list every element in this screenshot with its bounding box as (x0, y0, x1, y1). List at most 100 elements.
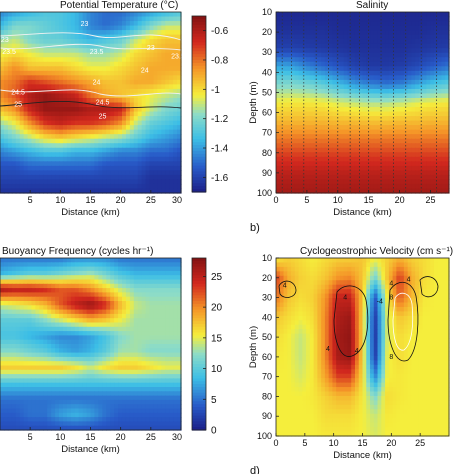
heatmap-cell (317, 116, 322, 122)
heatmap-cell (358, 34, 364, 40)
heatmap-cell (415, 43, 420, 49)
heatmap-cell (392, 70, 397, 76)
heatmap-cell (118, 61, 123, 67)
heatmap-cell (287, 147, 292, 153)
heatmap-cell (317, 165, 322, 171)
heatmap-cell (59, 93, 64, 99)
heatmap-cell (145, 318, 151, 324)
heatmap-cell (351, 188, 356, 194)
heatmap-cell (145, 161, 151, 167)
heatmap-cell (94, 188, 99, 194)
heatmap-cell (313, 129, 318, 135)
heatmap-cell (351, 75, 356, 81)
heatmap-cell (102, 318, 107, 324)
heatmap-cell (98, 88, 103, 95)
heatmap-cell (31, 70, 37, 76)
heatmap-cell (157, 102, 162, 108)
heatmap-cell (106, 93, 111, 99)
heatmap-cell (55, 266, 60, 272)
heatmap-cell (51, 152, 56, 158)
heatmap-cell (141, 326, 147, 332)
heatmap-cell (141, 270, 147, 276)
heatmap-cell (27, 348, 33, 354)
heatmap-cell (15, 107, 21, 113)
heatmap-cell (418, 183, 424, 190)
heatmap-cell (373, 125, 379, 131)
heatmap-cell (441, 188, 446, 194)
heatmap-cell (157, 52, 162, 58)
heatmap-cell (328, 183, 334, 190)
heatmap-cell (347, 57, 352, 63)
heatmap-cell (121, 361, 127, 367)
heatmap-cell (343, 102, 349, 108)
heatmap-cell (15, 152, 21, 158)
heatmap-cell (43, 25, 48, 31)
heatmap-cell (125, 16, 131, 22)
heatmap-cell (106, 138, 111, 144)
heatmap-cell (15, 48, 21, 54)
heatmap-cell (411, 152, 416, 158)
heatmap-cell (149, 305, 155, 311)
heatmap-cell (78, 313, 84, 319)
heatmap-cell (445, 97, 450, 104)
heatmap-cell (358, 25, 364, 31)
heatmap-cell (317, 79, 322, 86)
heatmap-cell (39, 70, 44, 76)
heatmap-cell (328, 120, 334, 126)
heatmap-cell (106, 165, 111, 171)
heatmap-cell (173, 34, 178, 40)
heatmap-cell (347, 97, 352, 104)
heatmap-cell (343, 88, 349, 95)
heatmap-cell (27, 262, 33, 268)
heatmap-cell (66, 79, 72, 86)
heatmap-cell (141, 43, 147, 49)
heatmap-cell (373, 111, 379, 117)
heatmap-cell (313, 152, 318, 158)
heatmap-cell (15, 57, 21, 63)
heatmap-cell (82, 296, 88, 302)
heatmap-cell (47, 147, 52, 153)
heatmap-cell (347, 129, 352, 135)
heatmap-cell (294, 129, 300, 135)
heatmap-cell (321, 34, 326, 40)
heatmap-cell (39, 161, 44, 167)
heatmap-cell (47, 125, 52, 131)
heatmap-cell (3, 52, 9, 58)
heatmap-cell (294, 43, 300, 49)
heatmap-cell (86, 266, 92, 272)
heatmap-cell (59, 322, 64, 328)
heatmap-cell (279, 107, 285, 113)
heatmap-cell (11, 258, 17, 263)
heatmap-cell (149, 361, 155, 367)
heatmap-cell (90, 348, 96, 354)
heatmap-cell (317, 70, 322, 76)
heatmap-cell (354, 97, 360, 104)
heatmap-cell (291, 165, 296, 171)
heatmap-cell (362, 30, 367, 36)
heatmap-cell (110, 352, 115, 358)
heatmap-cell (298, 79, 303, 86)
heatmap-cell (388, 61, 394, 67)
heatmap-cell (74, 12, 80, 18)
heatmap-cell (317, 57, 322, 63)
heatmap-cell (125, 322, 131, 328)
heatmap-cell (23, 309, 29, 315)
heatmap-cell (78, 48, 84, 54)
heatmap-cell (343, 61, 349, 67)
heatmap-cell (7, 93, 13, 99)
heatmap-cell (441, 116, 446, 122)
heatmap-cell (110, 174, 115, 181)
heatmap-cell (27, 97, 33, 104)
heatmap-cell (445, 179, 450, 185)
heatmap-cell (358, 16, 364, 22)
heatmap-cell (70, 165, 76, 171)
heatmap-cell (35, 138, 40, 144)
heatmap-cell (177, 66, 182, 72)
heatmap-cell (173, 129, 178, 135)
heatmap-cell (309, 48, 315, 54)
heatmap-cell (118, 352, 123, 358)
heatmap-cell (110, 165, 115, 171)
heatmap-cell (35, 318, 40, 324)
heatmap-cell (177, 301, 182, 306)
heatmap-cell (62, 39, 68, 45)
